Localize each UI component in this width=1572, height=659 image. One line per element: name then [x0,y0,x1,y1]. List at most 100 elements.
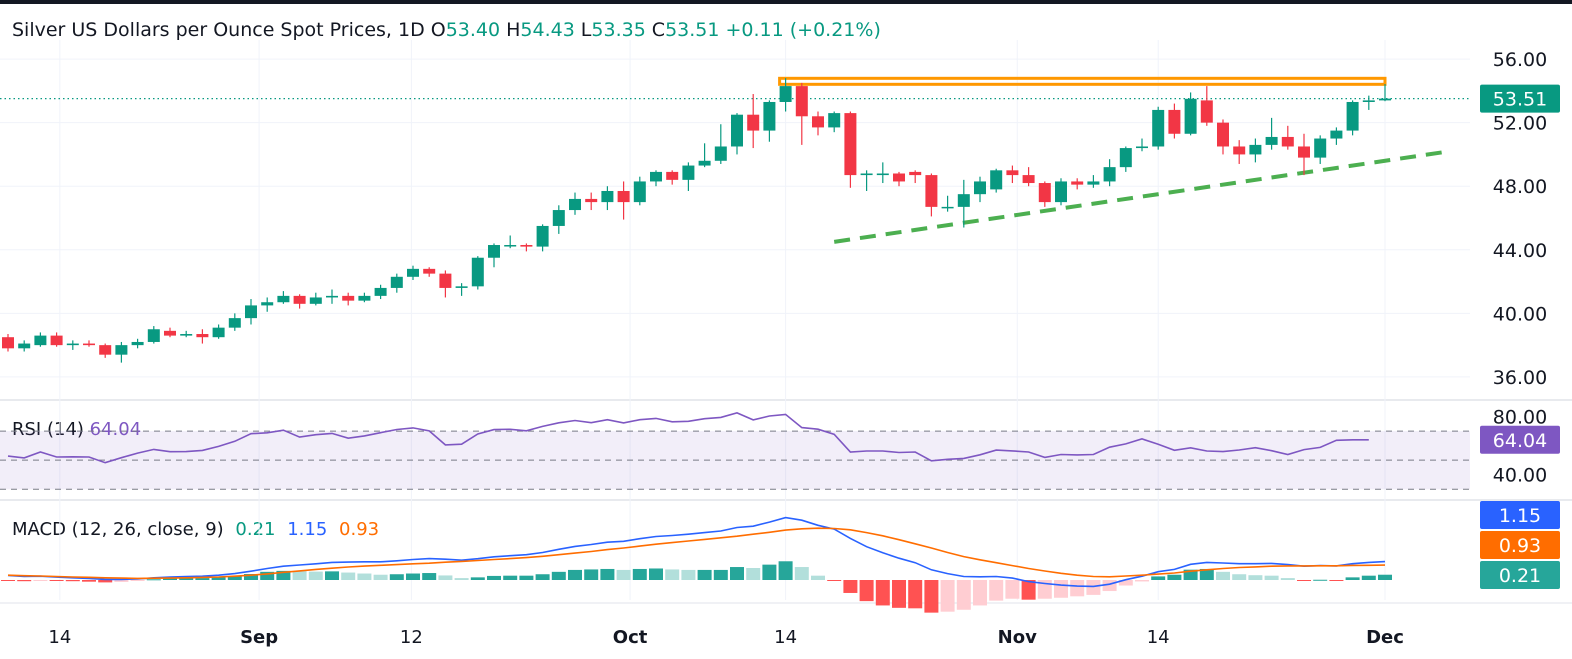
candle-body [18,343,31,349]
candle-body [504,245,517,247]
macd-histogram-bar [130,580,145,581]
resistance-line [778,76,1387,86]
candle-body [860,173,873,176]
candle-body [1055,181,1067,203]
candle-body [358,295,371,301]
macd-histogram-bar [1248,575,1263,580]
macd-histogram-bar [325,571,339,580]
macd-histogram-bar [179,578,194,580]
macd-histogram-bar [1216,571,1230,580]
macd-histogram-bar [778,561,793,580]
macd-value-badge [1480,501,1560,529]
macd-histogram-bar [114,580,129,582]
time-tick-label: 12 [400,627,423,648]
candle-body [1265,136,1278,145]
candle-body [698,160,711,166]
macd-histogram-bar [470,577,485,580]
candle-body [245,305,257,319]
candle-body [795,86,808,117]
candle-body [682,165,695,180]
candle-body [1184,98,1197,134]
candle-body [66,343,79,346]
time-tick-label: Sep [240,627,278,648]
candle-body [1119,148,1132,168]
rsi-line [7,412,1369,464]
candle-body [455,286,468,288]
macd-histogram-bar [1361,575,1376,580]
candle-body [342,295,355,301]
time-tick-label: Nov [998,627,1037,648]
rsi-tick-label: 80.00 [1493,407,1547,429]
candle-body [2,337,14,349]
macd-histogram-bar [616,569,631,580]
symbol-title[interactable]: Silver US Dollars per Ounce Spot Prices,… [12,19,425,41]
candle-body [309,297,322,304]
macd-label[interactable]: MACD (12, 26, close, 9) [12,519,224,540]
candle-body [893,173,905,182]
candle-body [1330,130,1343,139]
high-label: H [506,19,521,41]
macd-histogram-bar [292,571,307,580]
candle-body [520,245,533,247]
macd-histogram-bar [600,568,615,580]
candle-body [277,295,290,303]
candle-body [536,225,549,247]
close-value: 53.51 [665,19,720,41]
candle-body [99,345,112,355]
price-tick-label: 52.00 [1493,113,1547,135]
candle-body [326,295,338,298]
candle-body [763,101,776,131]
macd-histogram-bar [98,580,113,583]
price-tick-label: 36.00 [1493,367,1547,389]
candle-body [909,171,922,176]
last-price-badge-text: 53.51 [1493,89,1547,111]
macd-histogram-bar [1118,580,1133,586]
macd-histogram-bar [49,580,64,581]
candle-body [1200,100,1213,123]
candle-body [1346,101,1359,131]
macd-histogram-bar [260,571,275,580]
macd-histogram-bar [357,573,372,580]
rsi-value-badge [1480,425,1560,454]
macd-histogram-bar [1313,579,1328,581]
rsi-tick-label: 40.00 [1493,465,1547,487]
candle-body [1217,122,1229,147]
macd-histogram-bar [1183,569,1198,580]
macd-legend: MACD (12, 26, close, 9) 0.21 1.15 0.93 [12,519,379,540]
macd-histogram-bar [1264,575,1279,580]
candle-body [228,318,241,328]
candle-body [1071,181,1084,185]
change-value: +0.11 (+0.21%) [725,19,881,41]
macd-histogram-bar [163,578,177,580]
candle-body [747,114,760,131]
macd-line [7,516,1386,588]
candle-body [844,113,857,176]
candle-body [147,329,160,342]
close-label: C [651,19,666,41]
macd-histogram-bar [1345,577,1360,580]
macd-histogram-bar [649,568,663,580]
candle-body [488,245,500,258]
candle-body [1379,98,1391,101]
candle-body [601,190,614,203]
rsi-label[interactable]: RSI (14) [12,419,84,440]
macd-histogram-bar [1037,580,1052,599]
candle-body [196,334,209,338]
candle-body [1281,136,1294,147]
macd-histogram-bar [454,578,469,580]
macd-signal-badge [1480,531,1560,559]
candle-body [779,86,792,102]
candle-body [633,181,646,203]
macd-histogram-bar [1199,568,1214,580]
macd-histogram-bar [697,569,712,580]
price-tick-label: 40.00 [1493,303,1547,325]
macd-histogram-bar [681,569,696,580]
macd-histogram-bar [422,573,437,580]
candle-body [552,210,565,226]
macd-histogram-bar [843,580,858,593]
candle-body [261,302,274,306]
time-tick-label: 14 [48,627,71,648]
macd-histogram-bar [211,577,226,580]
candle-body [423,268,436,274]
